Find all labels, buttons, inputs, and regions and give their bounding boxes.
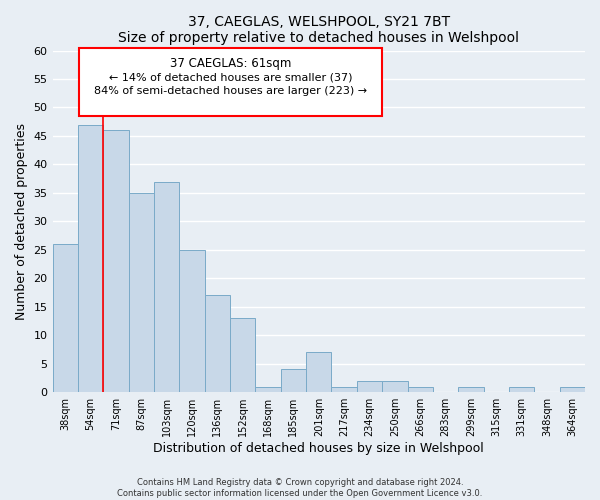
Text: 84% of semi-detached houses are larger (223) →: 84% of semi-detached houses are larger (… bbox=[94, 86, 367, 96]
Bar bbox=[281, 370, 306, 392]
Bar bbox=[103, 130, 128, 392]
Bar bbox=[79, 48, 382, 116]
Bar bbox=[458, 386, 484, 392]
Text: ← 14% of detached houses are smaller (37): ← 14% of detached houses are smaller (37… bbox=[109, 72, 352, 82]
Bar bbox=[357, 381, 382, 392]
Title: 37, CAEGLAS, WELSHPOOL, SY21 7BT
Size of property relative to detached houses in: 37, CAEGLAS, WELSHPOOL, SY21 7BT Size of… bbox=[118, 15, 519, 45]
Bar bbox=[179, 250, 205, 392]
Y-axis label: Number of detached properties: Number of detached properties bbox=[15, 123, 28, 320]
Bar bbox=[331, 386, 357, 392]
Bar bbox=[154, 182, 179, 392]
Bar bbox=[230, 318, 256, 392]
Bar bbox=[256, 386, 281, 392]
Bar bbox=[53, 244, 78, 392]
Bar bbox=[128, 193, 154, 392]
Bar bbox=[78, 124, 103, 392]
Bar bbox=[560, 386, 585, 392]
Bar bbox=[306, 352, 331, 392]
Bar bbox=[509, 386, 534, 392]
Text: Contains HM Land Registry data © Crown copyright and database right 2024.
Contai: Contains HM Land Registry data © Crown c… bbox=[118, 478, 482, 498]
Bar bbox=[382, 381, 407, 392]
Text: 37 CAEGLAS: 61sqm: 37 CAEGLAS: 61sqm bbox=[170, 58, 292, 70]
Bar bbox=[205, 296, 230, 392]
Bar bbox=[407, 386, 433, 392]
X-axis label: Distribution of detached houses by size in Welshpool: Distribution of detached houses by size … bbox=[154, 442, 484, 455]
